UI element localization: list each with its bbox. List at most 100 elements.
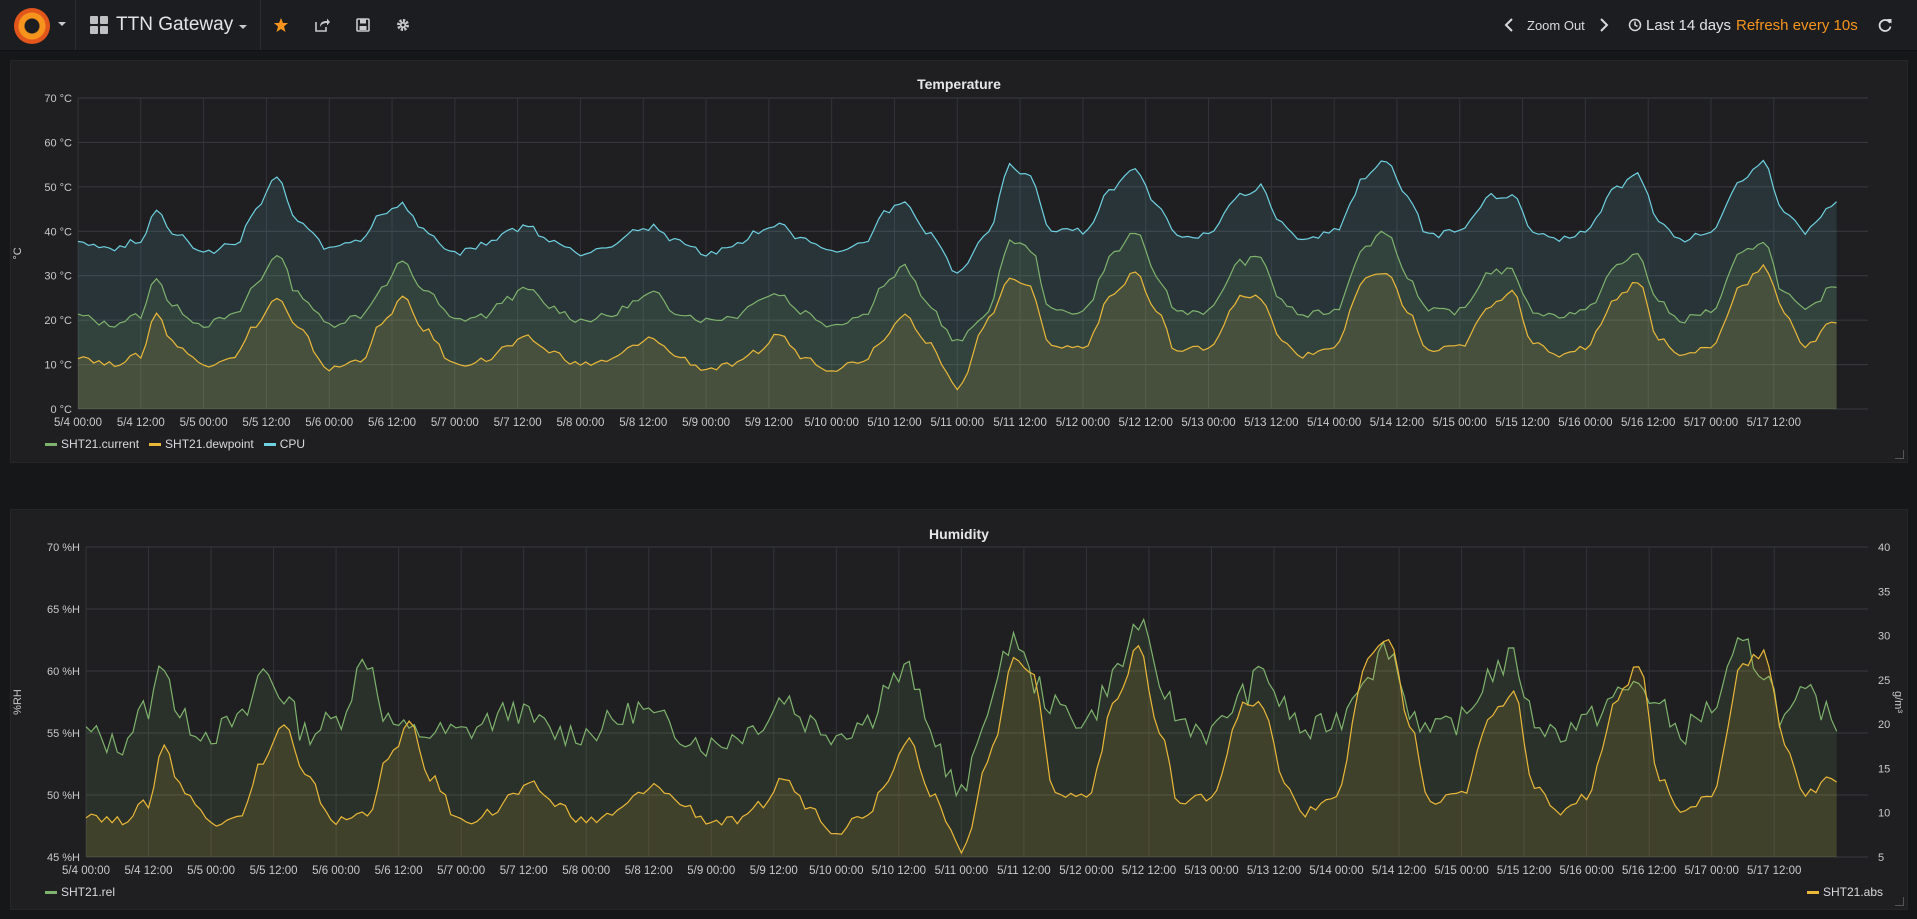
x-tick-label: 5/14 00:00 xyxy=(1309,865,1363,877)
series-line[interactable] xyxy=(77,159,1838,274)
x-tick-label: 5/15 00:00 xyxy=(1434,865,1488,877)
x-tick-label: 5/13 12:00 xyxy=(1247,865,1301,877)
legend-item-sht21-abs[interactable]: SHT21.abs xyxy=(1807,885,1883,899)
y-right-tick-label: 40 xyxy=(1878,542,1890,554)
refresh-interval-label: Refresh every 10s xyxy=(1736,16,1858,34)
x-tick-label: 5/12 00:00 xyxy=(1056,417,1110,429)
humidity-chart[interactable]: 70 %H 65 %H 60 %H 55 %H 50 %H 45 %H 40 35 30 25 20… xyxy=(11,510,1907,909)
x-tick-label: 5/11 12:00 xyxy=(993,417,1047,429)
series-line[interactable] xyxy=(85,638,1838,855)
x-tick-label: 5/4 12:00 xyxy=(117,417,165,429)
refresh-icon xyxy=(1878,19,1892,32)
x-tick-label: 5/10 00:00 xyxy=(809,865,863,877)
dashboard-grid-icon xyxy=(90,16,108,34)
series-area xyxy=(78,264,1837,409)
legend-item-sht21-current[interactable]: SHT21.current xyxy=(45,437,139,451)
y-axis-label: °C xyxy=(12,247,24,259)
chevron-right-icon xyxy=(1600,18,1609,32)
y-tick-label: 65 %H xyxy=(47,604,80,616)
divider xyxy=(75,0,76,50)
y-tick-label: 50 °C xyxy=(44,182,72,194)
y-right-tick-label: 10 xyxy=(1878,808,1890,820)
temperature-chart[interactable]: 70 °C60 °C50 °C40 °C30 °C20 °C10 °C0 °C5… xyxy=(11,61,1907,462)
x-tick-label: 5/12 12:00 xyxy=(1122,865,1176,877)
x-tick-label: 5/7 00:00 xyxy=(437,865,485,877)
x-tick-label: 5/14 12:00 xyxy=(1370,417,1424,429)
x-tick-label: 5/9 00:00 xyxy=(687,865,735,877)
save-button[interactable] xyxy=(352,14,374,36)
panel-resize-handle[interactable] xyxy=(1895,450,1904,459)
time-shift-back-button[interactable] xyxy=(1498,14,1520,36)
x-tick-label: 5/6 12:00 xyxy=(375,865,423,877)
legend-item-cpu[interactable]: CPU xyxy=(263,437,305,451)
x-tick-label: 5/10 00:00 xyxy=(805,417,859,429)
y-tick-label: 10 °C xyxy=(44,360,72,372)
legend-item-sht21-rel[interactable]: SHT21.rel xyxy=(45,885,115,899)
series-line[interactable] xyxy=(77,230,1837,342)
share-button[interactable] xyxy=(311,14,333,36)
x-tick-label: 5/16 12:00 xyxy=(1621,417,1675,429)
zoom-out-button[interactable]: Zoom Out xyxy=(1527,14,1585,36)
y-right-tick-label: 15 xyxy=(1878,763,1890,775)
y-tick-label: 40 °C xyxy=(44,226,72,238)
dashboard-title: TTN Gateway xyxy=(116,14,234,35)
time-range-picker[interactable]: Last 14 days xyxy=(1628,14,1731,36)
panel-resize-handle[interactable] xyxy=(1895,897,1904,906)
panel-title[interactable]: Humidity xyxy=(929,526,989,542)
series-line[interactable] xyxy=(77,263,1837,391)
caret-down-icon xyxy=(239,25,248,29)
y-tick-label: 70 %H xyxy=(47,542,80,554)
zoom-out-label: Zoom Out xyxy=(1527,17,1585,33)
grafana-logo-menu[interactable] xyxy=(10,6,70,46)
x-tick-label: 5/17 00:00 xyxy=(1684,417,1738,429)
x-tick-label: 5/4 00:00 xyxy=(54,417,102,429)
save-icon xyxy=(356,18,370,32)
x-tick-label: 5/17 12:00 xyxy=(1747,865,1801,877)
y-right-tick-label: 20 xyxy=(1878,719,1890,731)
x-tick-label: 5/11 12:00 xyxy=(997,865,1051,877)
x-tick-label: 5/10 12:00 xyxy=(867,417,921,429)
clock-icon xyxy=(1628,18,1642,32)
y-tick-label: 60 °C xyxy=(44,137,72,149)
y-tick-label: 60 %H xyxy=(47,666,80,678)
series-line[interactable] xyxy=(85,617,1838,798)
y-tick-label: 45 %H xyxy=(47,852,80,864)
x-tick-label: 5/6 12:00 xyxy=(368,417,416,429)
x-tick-label: 5/6 00:00 xyxy=(312,865,360,877)
settings-button[interactable] xyxy=(392,14,414,36)
legend-item-sht21-dewpoint[interactable]: SHT21.dewpoint xyxy=(149,437,254,451)
x-tick-label: 5/13 00:00 xyxy=(1184,865,1238,877)
x-tick-label: 5/13 00:00 xyxy=(1181,417,1235,429)
share-icon xyxy=(315,18,330,32)
y-right-tick-label: 35 xyxy=(1878,586,1890,598)
y-right-tick-label: 5 xyxy=(1878,852,1884,864)
x-tick-label: 5/5 12:00 xyxy=(250,865,298,877)
x-tick-label: 5/6 00:00 xyxy=(305,417,353,429)
chevron-left-icon xyxy=(1504,18,1513,32)
x-tick-label: 5/8 12:00 xyxy=(625,865,673,877)
caret-down-icon xyxy=(58,22,66,26)
y-axis-right-label: g/m³ xyxy=(1892,691,1904,713)
x-tick-label: 5/5 00:00 xyxy=(180,417,228,429)
x-tick-label: 5/15 12:00 xyxy=(1497,865,1551,877)
star-button[interactable] xyxy=(270,14,292,36)
y-tick-label: 50 %H xyxy=(47,790,80,802)
time-range-label: Last 14 days xyxy=(1646,16,1732,34)
time-shift-forward-button[interactable] xyxy=(1593,14,1615,36)
y-tick-label: 55 %H xyxy=(47,728,80,740)
refresh-interval-picker[interactable]: Refresh every 10s xyxy=(1736,14,1858,36)
x-tick-label: 5/7 00:00 xyxy=(431,417,479,429)
y-right-tick-label: 25 xyxy=(1878,675,1890,687)
x-tick-label: 5/8 00:00 xyxy=(556,417,604,429)
x-tick-label: 5/16 00:00 xyxy=(1558,417,1612,429)
panel-title[interactable]: Temperature xyxy=(917,76,1001,92)
x-tick-label: 5/17 00:00 xyxy=(1685,865,1739,877)
x-tick-label: 5/9 00:00 xyxy=(682,417,730,429)
x-tick-label: 5/15 12:00 xyxy=(1495,417,1549,429)
y-right-tick-label: 30 xyxy=(1878,631,1890,643)
refresh-button[interactable] xyxy=(1874,14,1896,36)
x-tick-label: 5/7 12:00 xyxy=(500,865,548,877)
x-tick-label: 5/12 12:00 xyxy=(1119,417,1173,429)
dashboard-picker[interactable]: TTN Gateway xyxy=(90,10,248,40)
x-tick-label: 5/5 12:00 xyxy=(242,417,290,429)
